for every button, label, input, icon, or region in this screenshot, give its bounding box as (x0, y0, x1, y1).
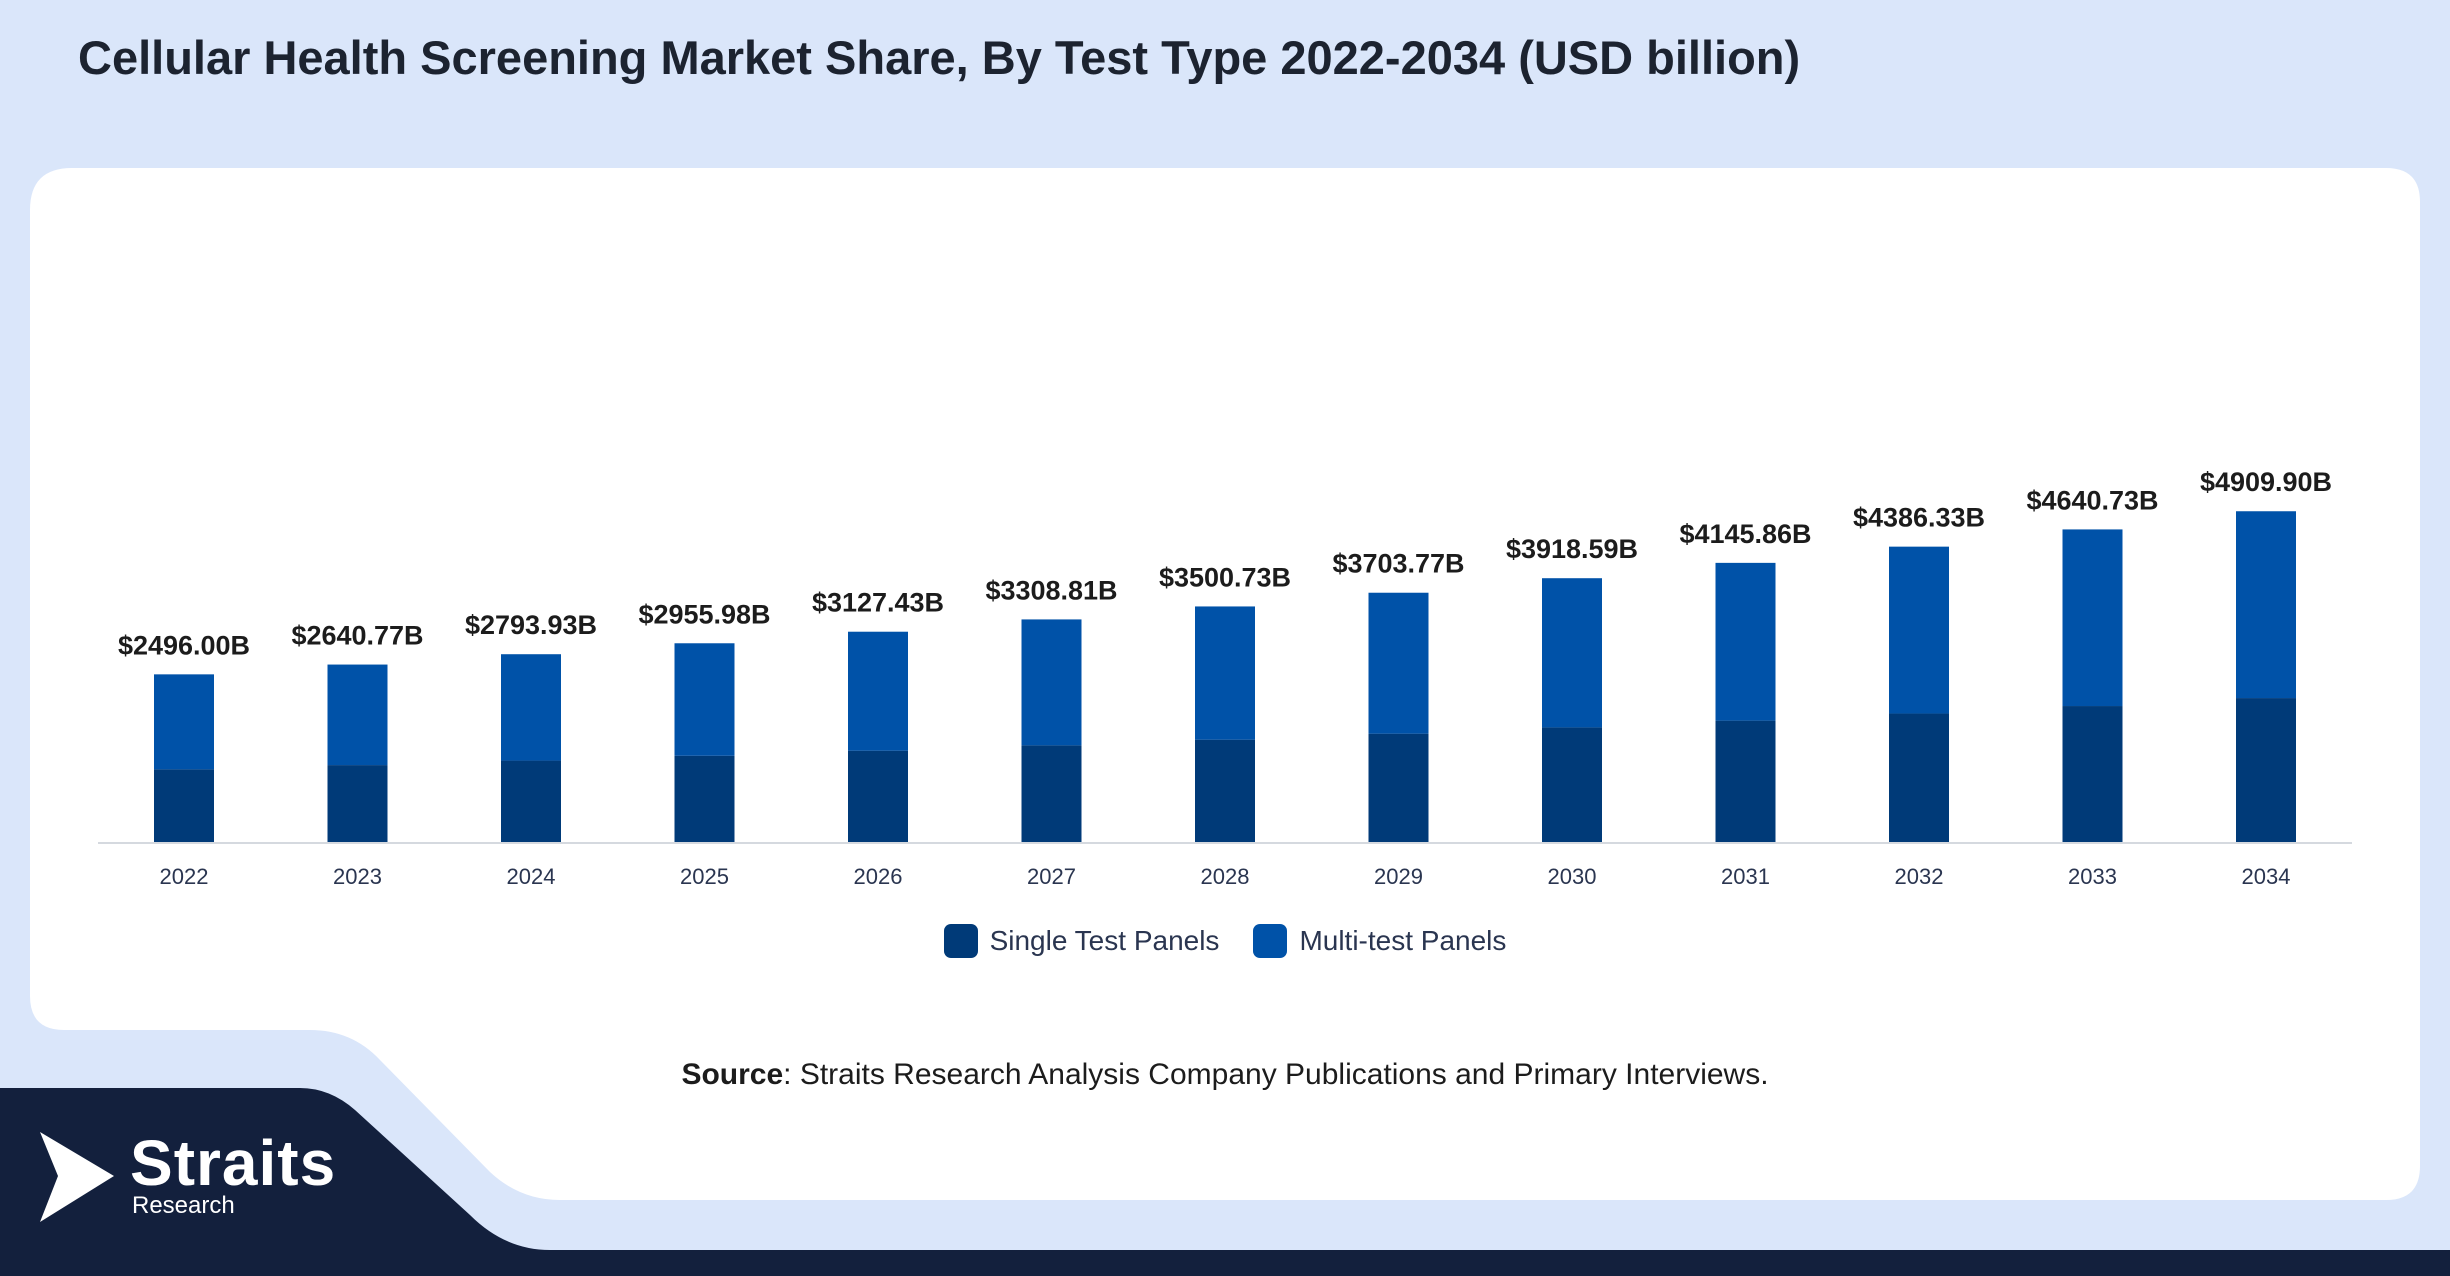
source-note: Source: Straits Research Analysis Compan… (0, 1058, 2450, 1092)
bar-multi-2025[interactable] (674, 643, 735, 756)
bar-single-2024[interactable] (501, 760, 561, 843)
bar-single-2029[interactable] (1368, 733, 1429, 843)
straits-logo: Straits Research (36, 1127, 356, 1230)
bar-single-2031[interactable] (1715, 720, 1776, 843)
bar-single-2023[interactable] (327, 765, 388, 843)
labels-group: $2496.00B 2022 $2640.77B 2023 $2793.93B 2024 $… (118, 467, 2332, 889)
legend-item-multi[interactable]: Multi-test Panels (1253, 924, 1506, 958)
x-tick-label-2024: 2024 (507, 864, 556, 889)
x-tick-label-2026: 2026 (854, 864, 903, 889)
logo-arrow-icon (40, 1132, 114, 1222)
bar-multi-2029[interactable] (1368, 592, 1429, 734)
logo-subtitle: Research (132, 1192, 235, 1219)
bar-single-2028[interactable] (1195, 739, 1255, 843)
data-label-2023: $2640.77B (291, 621, 423, 651)
data-label-2029: $3703.77B (1332, 549, 1464, 579)
bars-group (154, 511, 2296, 843)
x-tick-label-2027: 2027 (1027, 864, 1076, 889)
x-tick-label-2032: 2032 (1895, 864, 1944, 889)
data-label-2025: $2955.98B (638, 599, 770, 629)
x-tick-label-2025: 2025 (680, 864, 729, 889)
logo-word: Straits (130, 1127, 337, 1199)
data-label-2031: $4145.86B (1679, 519, 1811, 549)
bar-multi-2031[interactable] (1715, 562, 1776, 721)
data-label-2032: $4386.33B (1853, 503, 1985, 533)
data-label-2028: $3500.73B (1159, 562, 1291, 592)
bar-single-2033[interactable] (2062, 706, 2123, 843)
x-tick-label-2022: 2022 (160, 864, 209, 889)
footer-dark-shape (0, 1088, 2450, 1276)
legend-swatch-multi (1253, 924, 1288, 958)
bar-single-2030[interactable] (1542, 727, 1602, 843)
data-label-2026: $3127.43B (812, 588, 944, 618)
legend: Single Test Panels Multi-test Panels (0, 924, 2450, 958)
bar-multi-2032[interactable] (1889, 546, 1949, 714)
data-label-2030: $3918.59B (1506, 534, 1638, 564)
bar-multi-2023[interactable] (327, 664, 388, 766)
bar-multi-2024[interactable] (501, 654, 561, 761)
source-text: : Straits Research Analysis Company Publ… (783, 1058, 1769, 1091)
x-tick-label-2030: 2030 (1548, 864, 1597, 889)
x-tick-label-2033: 2033 (2068, 864, 2117, 889)
bar-single-2034[interactable] (2236, 698, 2296, 843)
data-label-2027: $3308.81B (985, 575, 1117, 605)
bar-single-2027[interactable] (1021, 745, 1082, 843)
x-tick-label-2023: 2023 (333, 864, 382, 889)
data-label-2022: $2496.00B (118, 630, 250, 660)
x-tick-label-2029: 2029 (1374, 864, 1423, 889)
bar-multi-2028[interactable] (1195, 606, 1255, 740)
legend-swatch-single (943, 924, 978, 958)
bar-multi-2022[interactable] (154, 674, 214, 770)
bar-multi-2034[interactable] (2236, 511, 2296, 699)
x-tick-label-2031: 2031 (1721, 864, 1770, 889)
bar-multi-2033[interactable] (2062, 529, 2123, 707)
bar-single-2022[interactable] (154, 769, 214, 843)
data-label-2033: $4640.73B (2026, 485, 2158, 515)
bar-single-2025[interactable] (674, 755, 735, 843)
bar-single-2026[interactable] (848, 750, 908, 843)
data-label-2024: $2793.93B (465, 610, 597, 640)
bar-multi-2027[interactable] (1021, 619, 1082, 746)
bar-single-2032[interactable] (1889, 713, 1949, 843)
x-tick-label-2034: 2034 (2242, 864, 2291, 889)
data-label-2034: $4909.90B (2200, 467, 2332, 497)
legend-label-single: Single Test Panels (989, 925, 1220, 956)
source-label: Source (681, 1058, 784, 1091)
legend-label-multi: Multi-test Panels (1299, 925, 1507, 956)
chart-title: Cellular Health Screening Market Share, … (78, 31, 1801, 84)
x-tick-label-2028: 2028 (1201, 864, 1250, 889)
bar-multi-2026[interactable] (848, 631, 908, 751)
bar-multi-2030[interactable] (1542, 578, 1602, 728)
legend-item-single[interactable]: Single Test Panels (943, 924, 1220, 958)
